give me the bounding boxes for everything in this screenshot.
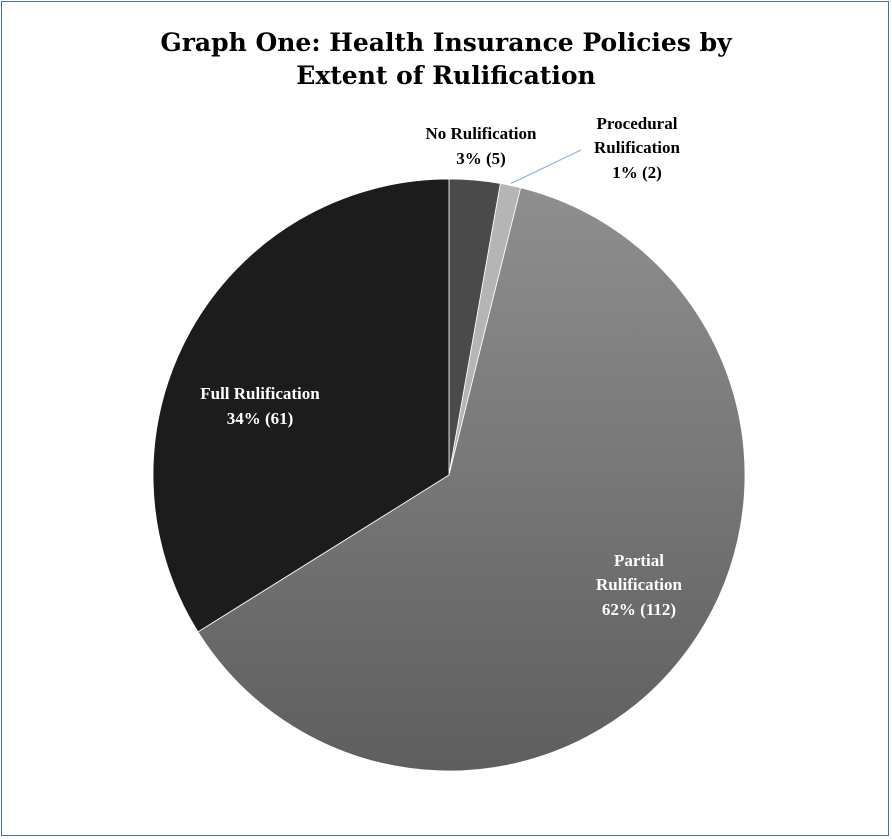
pie-slices [152,178,746,772]
slice-label-no-rulification-name: No Rulification [426,124,538,143]
chart-title-line-1: Graph One: Health Insurance Policies by [160,28,732,57]
slice-label-full-rulification-value: 34% (61) [227,409,294,428]
slice-label-no-rulification-value: 3% (5) [456,149,506,168]
slice-label-procedural-name-line-1: Procedural [597,114,678,133]
slice-label-procedural-value: 1% (2) [612,163,662,182]
pie-labels: No Rulification 3% (5) Procedural Rulifi… [200,114,682,619]
chart-title-line-2: Extent of Rulification [296,61,596,90]
slice-label-full-rulification-name: Full Rulification [200,384,320,403]
slice-label-procedural-name-line-2: Rulification [594,138,680,157]
leader-line-procedural [510,149,582,185]
slice-label-partial-value: 62% (112) [602,600,676,619]
slice-label-partial-name-line-1: Partial [614,551,664,570]
slice-label-partial-name-line-2: Rulification [596,575,682,594]
pie-slice-full-rulification [152,178,450,633]
chart-title: Graph One: Health Insurance Policies by … [0,26,892,92]
pie-slice-partial-rulification [197,187,746,772]
